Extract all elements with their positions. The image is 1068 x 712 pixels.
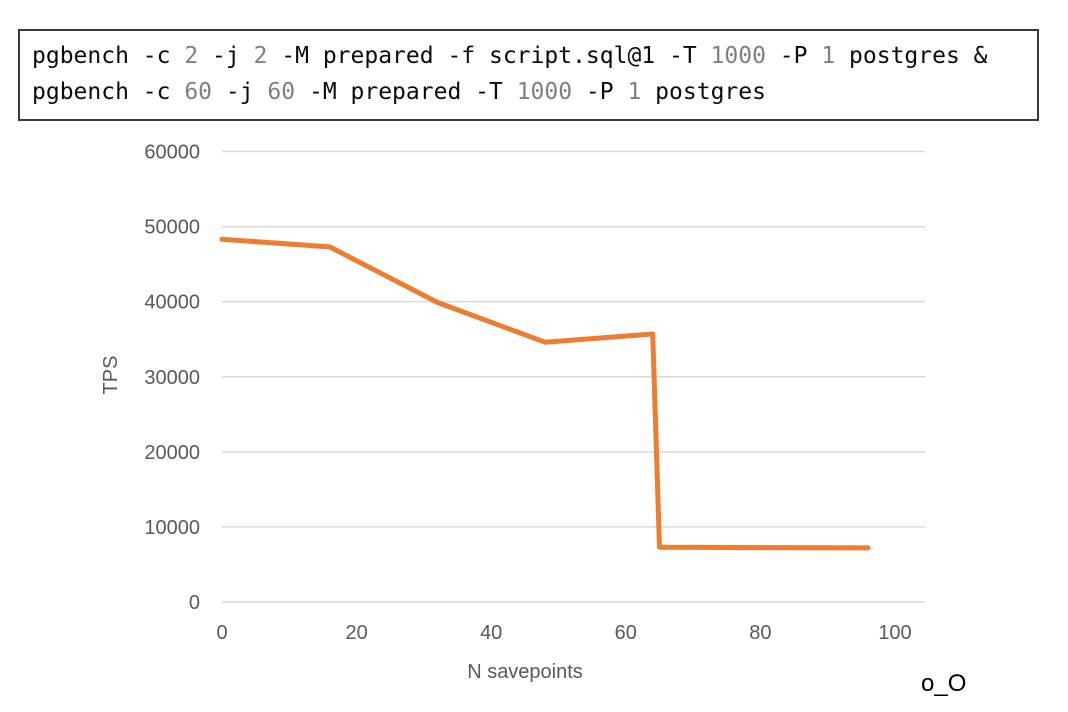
command-text-segment: postgres <box>641 79 766 105</box>
command-line-2: pgbench -c 60 -j 60 -M prepared -T 1000 … <box>32 74 1037 110</box>
y-axis-tick-label: 40000 <box>144 292 200 314</box>
command-text-segment: 2 <box>253 43 268 69</box>
command-text-segment: -P <box>572 79 628 105</box>
y-axis-tick-label: 50000 <box>144 217 200 239</box>
y-axis-tick-label: 30000 <box>144 367 200 389</box>
y-axis-tick-label: 20000 <box>144 442 200 464</box>
y-axis-tick-label: 60000 <box>144 142 200 164</box>
command-text-segment: -P <box>765 43 822 69</box>
tps-series-line <box>219 236 871 551</box>
command-text-segment: 1000 <box>710 43 766 69</box>
x-axis-tick-label: 40 <box>480 622 502 644</box>
x-axis-tick-label: 20 <box>345 622 367 644</box>
x-axis-tick-label: 60 <box>615 622 637 644</box>
command-text-segment: 1 <box>627 79 642 105</box>
command-text-segment: -j <box>198 43 254 69</box>
command-text-segment: 60 <box>184 79 213 105</box>
x-axis-tick-label: 100 <box>878 622 911 644</box>
command-text-segment: -j <box>212 79 268 105</box>
command-text-segment: -M prepared -T <box>295 79 517 105</box>
command-text-segment: pgbench -c <box>32 79 185 105</box>
emoticon-text: o_O <box>921 670 967 697</box>
command-text-segment: 2 <box>184 43 199 69</box>
command-text-segment: postgres & <box>835 43 988 69</box>
x-axis-tick-label: 80 <box>749 622 771 644</box>
command-line-1: pgbench -c 2 -j 2 -M prepared -f script.… <box>32 38 1037 74</box>
command-text-segment: 60 <box>267 79 296 105</box>
x-axis-title: N savepoints <box>467 661 583 683</box>
x-axis-tick-label: 0 <box>216 622 227 644</box>
command-text-segment: 1000 <box>516 79 573 105</box>
command-text-segment: -M prepared -f script.sql@1 -T <box>267 43 711 69</box>
pgbench-command-block: pgbench -c 2 -j 2 -M prepared -f script.… <box>18 29 1039 121</box>
command-text-segment: 1 <box>821 43 836 69</box>
y-axis-title: TPS <box>100 356 122 395</box>
y-axis-tick-label: 0 <box>189 592 200 614</box>
command-text-segment: pgbench -c <box>32 43 185 69</box>
y-axis-tick-label: 10000 <box>144 517 200 539</box>
